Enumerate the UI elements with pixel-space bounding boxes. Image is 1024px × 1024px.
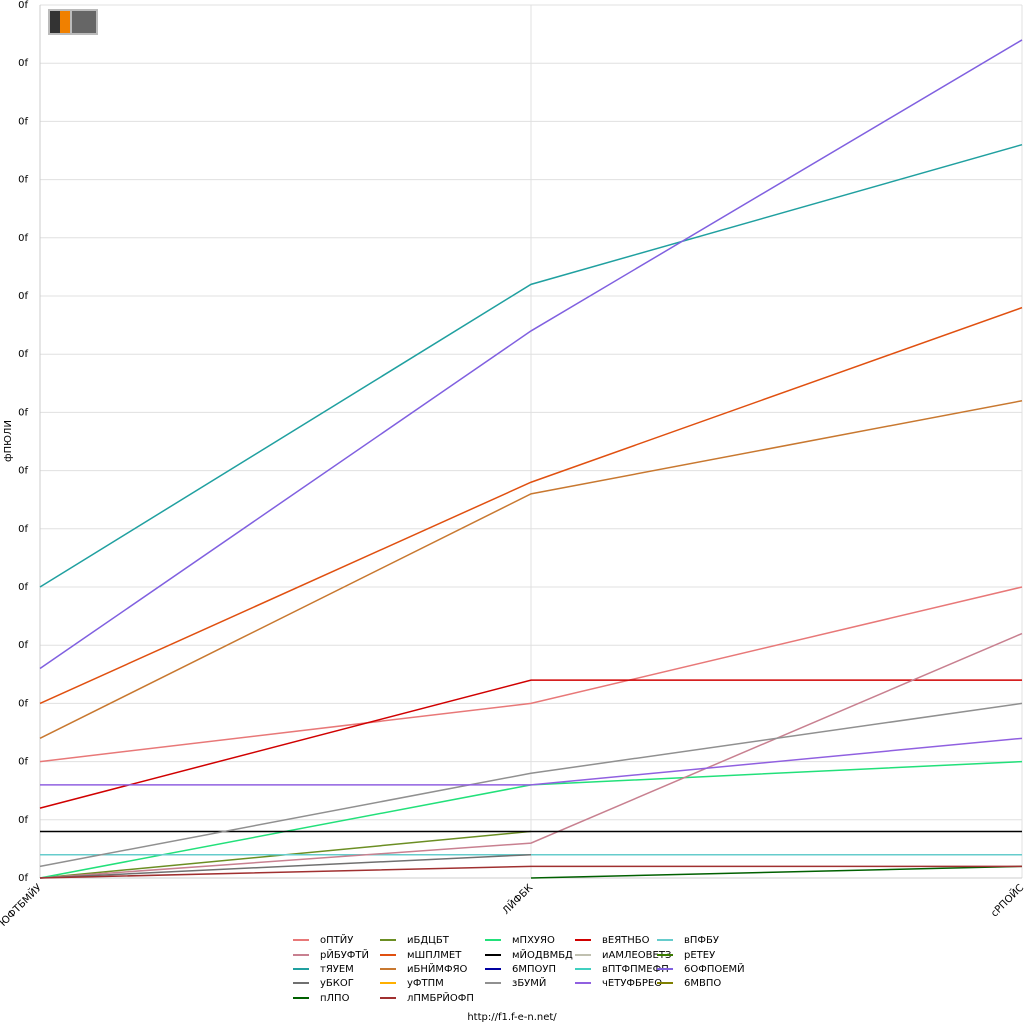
y-tick-label: 0f xyxy=(18,116,28,127)
y-tick-label: 0f xyxy=(18,349,28,360)
y-tick-label: 0f xyxy=(18,757,28,768)
series-line xyxy=(39,400,1023,739)
x-tick-label: ЮФТБМЙУ xyxy=(0,881,44,929)
legend-label: мЙОДВМБД xyxy=(512,948,573,961)
legend-label: 6МПОУП xyxy=(512,964,556,975)
legend-label: рЕТЕУ xyxy=(684,950,715,961)
y-tick-label: 0f xyxy=(18,175,28,186)
legend-label: мШПЛМЕТ xyxy=(407,950,462,961)
series-line xyxy=(39,679,1022,809)
legend-label: уФТПМ xyxy=(407,978,444,989)
series-line xyxy=(39,586,1023,763)
y-tick-label: 0f xyxy=(18,291,28,302)
series-line xyxy=(530,865,1023,879)
series-line xyxy=(39,853,532,879)
series-line xyxy=(39,632,1023,879)
y-tick-label: 0f xyxy=(18,698,28,709)
y-tick-label: 0f xyxy=(18,873,28,884)
legend-label: лПМБРЙОФП xyxy=(407,991,474,1004)
legend-label: пЛПО xyxy=(320,993,350,1004)
legend-label: мПХУЯО xyxy=(512,935,555,946)
y-tick-label: 0f xyxy=(18,582,28,593)
legend-label: вЕЯТНБО xyxy=(602,935,650,946)
legend-label: иБДЦБТ xyxy=(407,935,450,946)
series-line xyxy=(39,702,1023,868)
legend-label: вПТФПМЕФП xyxy=(602,964,669,975)
series-line xyxy=(39,865,1022,879)
legend-label: чЕТУФБРЕО xyxy=(602,978,662,989)
legend-label: 6ОФПОЕМЙ xyxy=(684,962,745,975)
x-tick-label: сРПОЙС xyxy=(988,881,1024,919)
legend-label: вПФБУ xyxy=(684,935,719,946)
series-line xyxy=(39,143,1023,588)
y-tick-label: 0f xyxy=(18,640,28,651)
logo xyxy=(48,9,98,35)
y-tick-label: 0f xyxy=(18,233,28,244)
legend-label: зБУМЙ xyxy=(512,976,546,989)
legend-label: рЙБУФТЙ xyxy=(320,948,369,961)
y-axis-label: фПЮЛИ xyxy=(3,420,14,462)
x-tick-label: ЛЙФБК xyxy=(499,881,535,917)
series-line xyxy=(39,39,1023,670)
legend-label: уБКОГ xyxy=(320,978,354,989)
y-tick-label: 0f xyxy=(18,524,28,535)
y-tick-label: 0f xyxy=(18,0,28,11)
y-tick-label: 0f xyxy=(18,466,28,477)
legend-label: иБНЙМФЯО xyxy=(407,962,468,975)
legend-label: оПТЙУ xyxy=(320,933,353,946)
series-line xyxy=(40,737,1023,786)
y-tick-label: 0f xyxy=(18,58,28,69)
footer: http://f1.f-e-n.net/ xyxy=(467,1012,557,1023)
legend-label: иАМЛЕОВЕТЗ xyxy=(602,950,671,961)
legend-label: 6МВПО xyxy=(684,978,721,989)
y-tick-label: 0f xyxy=(18,407,28,418)
series-line xyxy=(39,306,1023,705)
legend-label: тЯУЕМ xyxy=(320,964,354,975)
y-tick-label: 0f xyxy=(18,815,28,826)
